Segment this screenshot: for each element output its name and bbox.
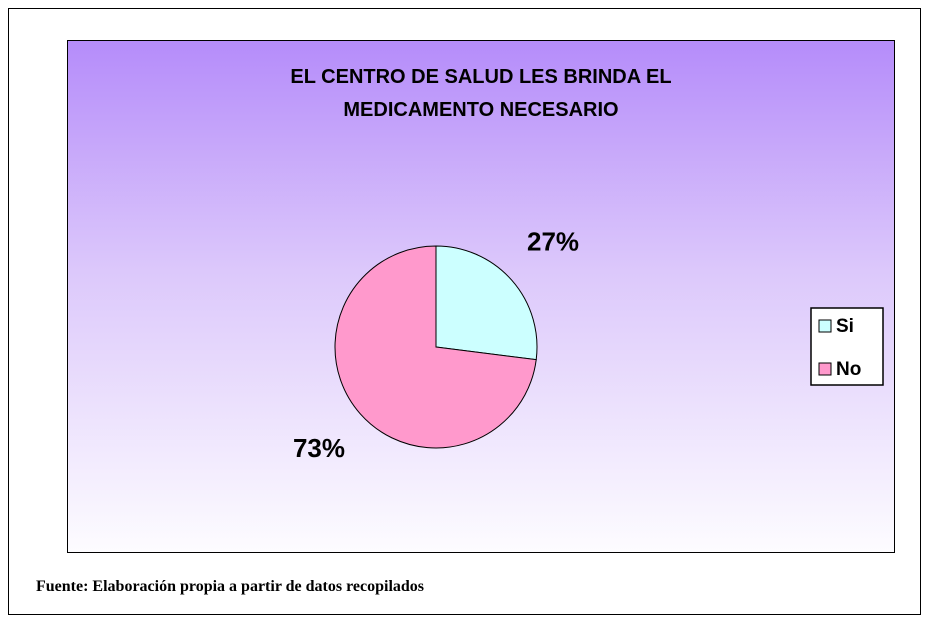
chart-title: EL CENTRO DE SALUD LES BRINDA EL MEDICAM… [290, 66, 672, 121]
pie-slice [334, 245, 537, 449]
data-label: 27% [527, 227, 579, 257]
legend-label: Si [836, 316, 854, 337]
title-wrap: EL CENTRO DE SALUD LES BRINDA EL MEDICAM… [68, 61, 894, 127]
legend-swatch [818, 362, 832, 376]
figure-frame [8, 8, 921, 615]
data-label: 73% [293, 433, 345, 463]
chart-area: EL CENTRO DE SALUD LES BRINDA EL MEDICAM… [67, 40, 895, 553]
legend-swatch [818, 319, 832, 333]
source-note: Fuente: Elaboración propia a partir de d… [36, 578, 425, 595]
pie-slice [435, 245, 538, 361]
legend-label: No [836, 359, 861, 380]
